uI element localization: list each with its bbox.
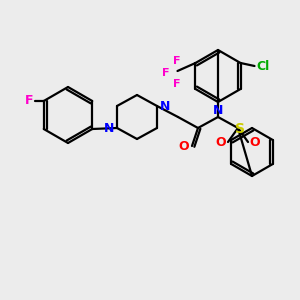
Text: O: O <box>216 136 226 149</box>
Text: F: F <box>162 68 169 78</box>
Text: F: F <box>25 94 33 107</box>
Text: N: N <box>104 122 114 134</box>
Text: F: F <box>173 79 180 89</box>
Text: N: N <box>213 103 223 116</box>
Text: Cl: Cl <box>256 59 269 73</box>
Text: N: N <box>160 100 170 112</box>
Text: O: O <box>179 140 189 152</box>
Text: S: S <box>235 122 245 136</box>
Text: O: O <box>250 136 260 149</box>
Text: F: F <box>173 56 180 66</box>
